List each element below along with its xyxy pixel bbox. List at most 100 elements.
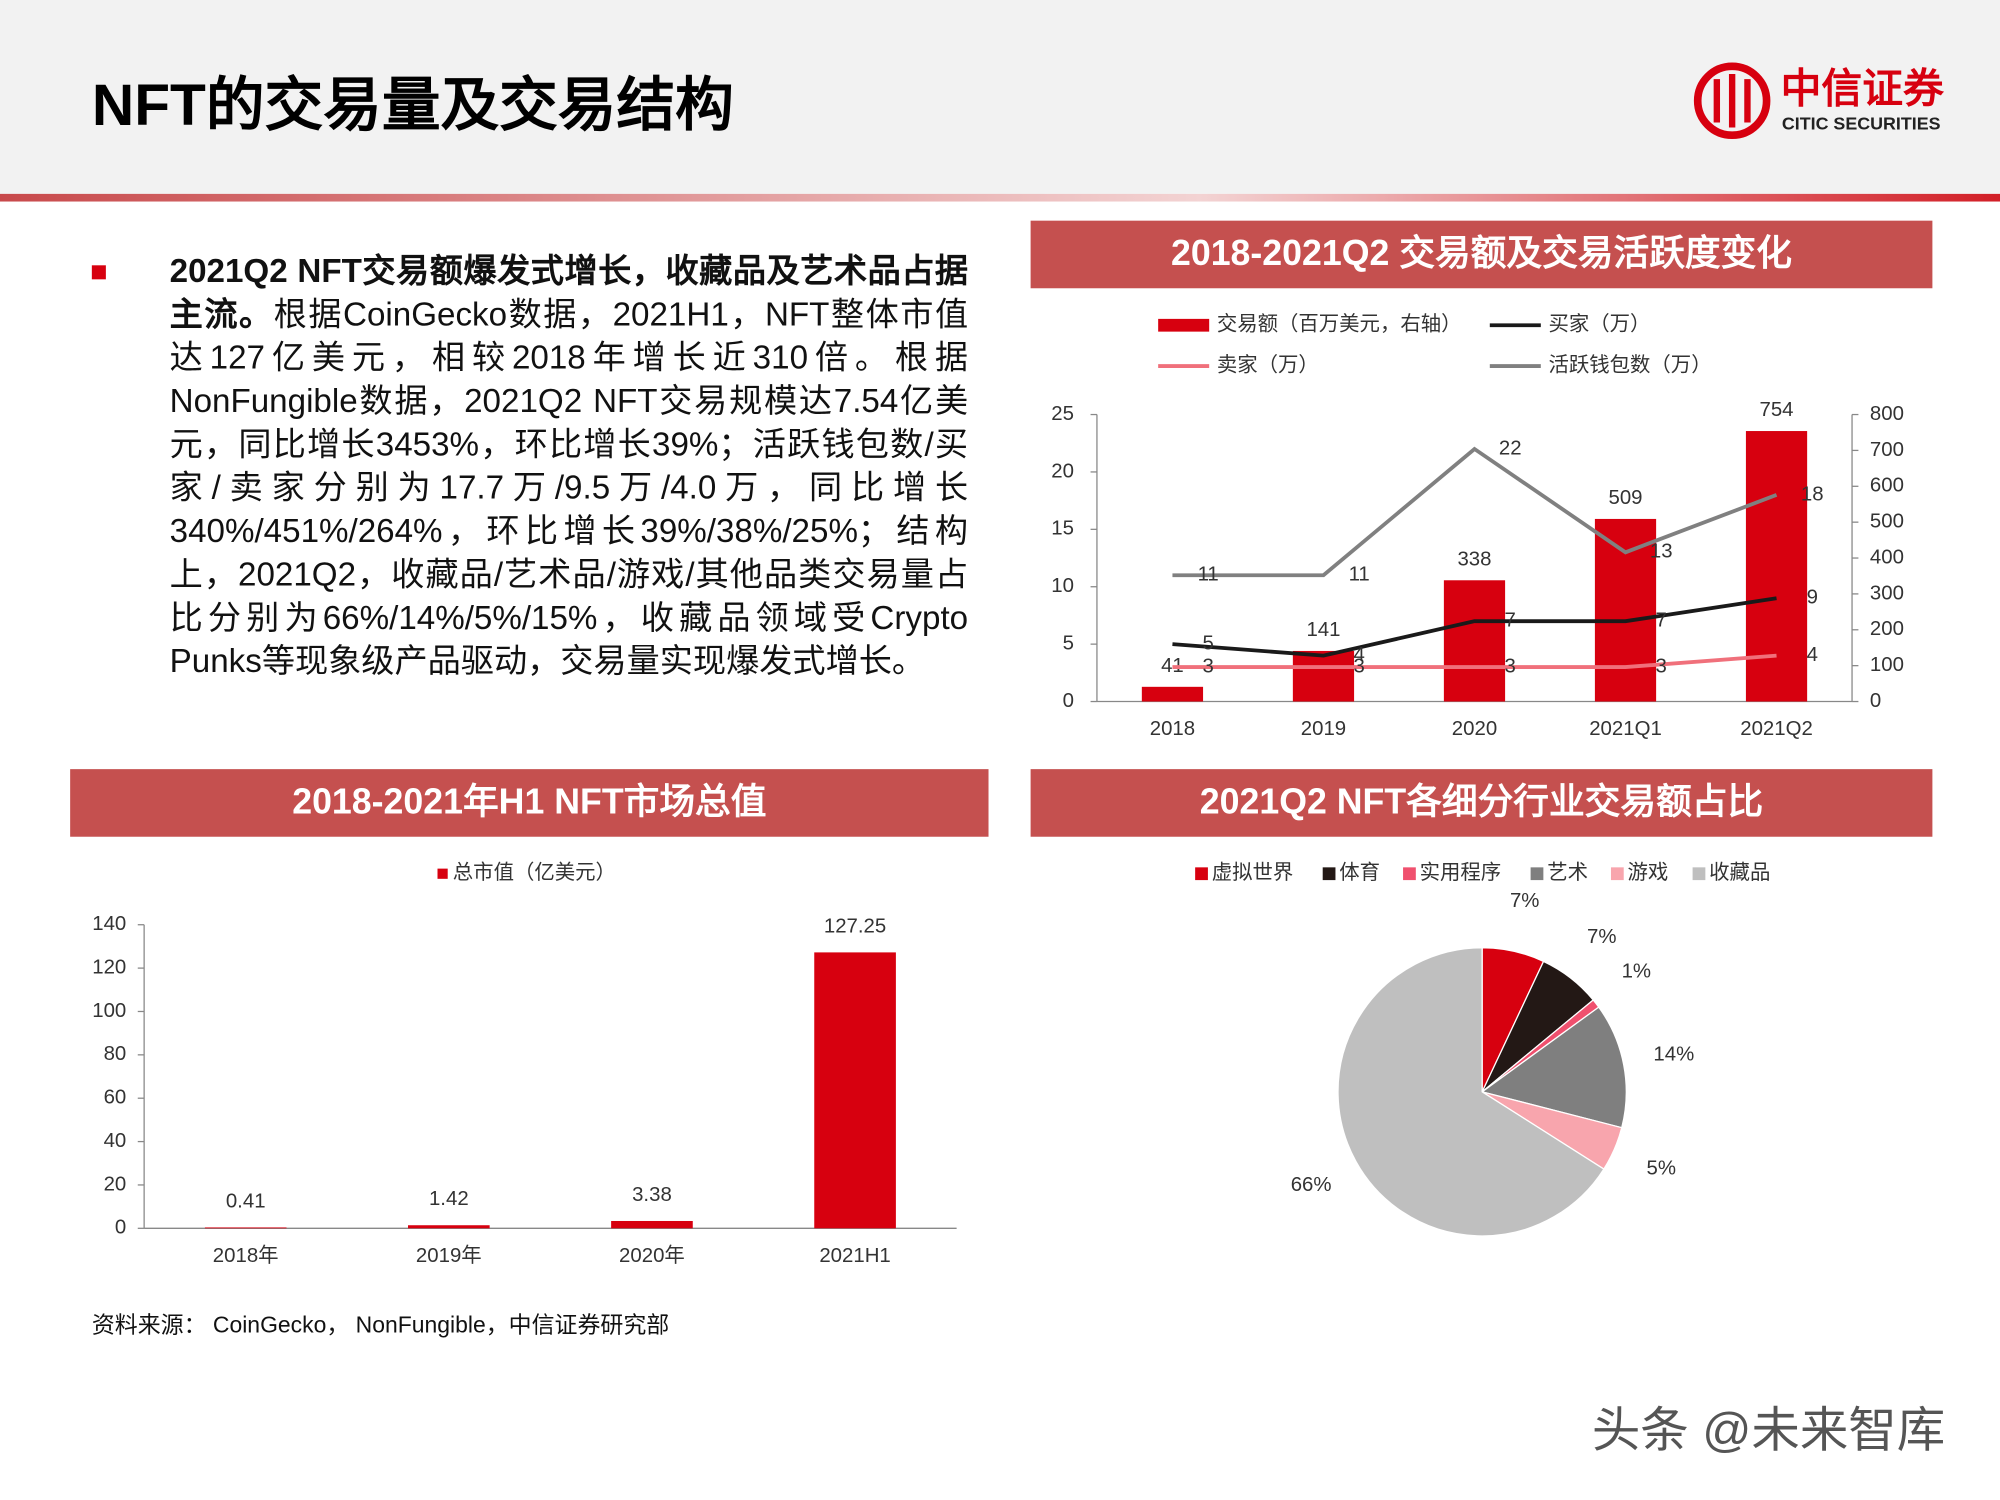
legend-swatch	[1322, 867, 1336, 881]
point-label: 3	[1505, 655, 1516, 677]
bar	[204, 1227, 287, 1229]
point-label: 3	[1202, 655, 1213, 677]
logo-mark	[1713, 73, 1751, 128]
bullet-text: 2021Q2 NFT交易额爆发式增长，收藏品及艺术品占据主流。根据CoinGec…	[170, 249, 968, 683]
bar	[408, 1225, 490, 1229]
y2-tick-label: 700	[1870, 439, 1904, 461]
y-tick-label: 80	[104, 1043, 127, 1065]
legend-label: 总市值（亿美元）	[453, 861, 616, 884]
y2-tick-label: 500	[1870, 511, 1904, 533]
legend-label: 实用程序	[1420, 861, 1502, 884]
point-label: 9	[1807, 587, 1818, 609]
point-label: 11	[1349, 564, 1370, 586]
y-tick-label: 100	[92, 1000, 126, 1022]
point-label: 5	[1202, 633, 1213, 655]
y-tick-label: 0	[115, 1217, 126, 1239]
slice-label: 5%	[1647, 1158, 1676, 1180]
bar-label: 141	[1306, 619, 1340, 641]
y2-tick-label: 200	[1870, 618, 1904, 640]
legend-label: 活跃钱包数（万）	[1548, 353, 1711, 376]
bar	[814, 952, 896, 1229]
pie-slice	[1337, 947, 1605, 1237]
legend-swatch	[1610, 867, 1624, 881]
y2-tick-label: 0	[1870, 690, 1881, 712]
section-banner	[1030, 220, 1933, 289]
point-label: 7	[1656, 610, 1667, 632]
header-rule	[0, 193, 2000, 202]
y-tick-label: 15	[1051, 518, 1074, 540]
bullet-body: 根据CoinGecko数据，2021H1，NFT整体市值达127亿美元，相较20…	[169, 294, 969, 680]
legend-swatch	[1692, 867, 1706, 881]
y-tick-label: 20	[104, 1173, 127, 1195]
x-tick-label: 2019	[1301, 718, 1346, 740]
y-tick-label: 140	[92, 913, 126, 935]
bar	[611, 1220, 693, 1229]
legend-swatch	[1530, 867, 1544, 881]
y2-tick-label: 300	[1870, 582, 1904, 604]
line	[1172, 653, 1777, 670]
y2-tick-label: 400	[1870, 546, 1904, 568]
point-label: 4	[1807, 644, 1818, 666]
x-tick-label: 2018年	[213, 1244, 279, 1267]
source-note: 资料来源： CoinGecko， NonFungible，中信证券研究部	[92, 1312, 669, 1338]
legend-label: 艺术	[1547, 861, 1588, 884]
slice-label: 7%	[1587, 926, 1616, 948]
bar-label: 127.25	[824, 915, 886, 937]
x-tick-label: 2019年	[416, 1244, 482, 1267]
line	[1172, 596, 1777, 658]
header-bg	[0, 0, 2000, 194]
x-tick-label: 2020年	[619, 1244, 685, 1267]
bar	[1443, 580, 1506, 702]
slice-label: 1%	[1622, 961, 1651, 983]
logo-text: CITIC SECURITIES	[1782, 114, 1941, 134]
y-tick-label: 10	[1051, 575, 1074, 597]
slice-label: 7%	[1510, 890, 1539, 912]
point-label: 11	[1198, 564, 1219, 586]
legend-label: 交易额（百万美元，右轴）	[1217, 313, 1462, 336]
point-label: 3	[1354, 655, 1365, 677]
watermark: 头条 @未来智库	[1592, 1403, 1945, 1457]
x-tick-label: 2021Q2	[1740, 718, 1813, 740]
line	[1172, 446, 1778, 578]
point-label: 22	[1499, 437, 1522, 459]
bar-label: 509	[1608, 487, 1642, 509]
y2-tick-label: 800	[1870, 403, 1904, 425]
legend-swatch	[1195, 867, 1208, 881]
bullet-lead: 2021Q2 NFT交易额爆发式增长，收藏品及艺术品占据主流。	[169, 251, 969, 333]
chart-title: 2018-2021Q2 交易额及交易活跃度变化	[1171, 233, 1792, 273]
legend-label: 收藏品	[1709, 861, 1770, 884]
y-tick-label: 40	[104, 1130, 127, 1152]
legend-label: 体育	[1339, 861, 1380, 884]
section-banner	[70, 769, 989, 837]
bar-label: 3.38	[632, 1184, 672, 1206]
pie-slice	[1480, 1006, 1627, 1129]
bar	[1141, 686, 1204, 702]
bar-label: 338	[1457, 548, 1491, 570]
y-tick-label: 0	[1063, 690, 1074, 712]
y2-tick-label: 600	[1870, 475, 1904, 497]
x-tick-label: 2020	[1452, 718, 1497, 740]
bar	[1292, 650, 1355, 702]
slice-label: 14%	[1653, 1044, 1694, 1066]
page-title: NFT的交易量及交易结构	[92, 73, 734, 138]
slice-label: 66%	[1291, 1174, 1332, 1196]
bullet-marker	[91, 265, 106, 280]
x-tick-label: 2021Q1	[1589, 718, 1662, 740]
point-label: 3	[1656, 655, 1667, 677]
bar-label: 754	[1760, 399, 1794, 421]
legend-swatch	[1403, 867, 1416, 881]
y-tick-label: 60	[104, 1087, 127, 1109]
legend-label: 虚拟世界	[1212, 861, 1294, 884]
x-tick-label: 2018	[1150, 718, 1195, 740]
legend-swatch	[1158, 318, 1210, 332]
bar-label: 0.41	[226, 1190, 266, 1212]
point-label: 4	[1354, 644, 1365, 666]
y-tick-label: 5	[1063, 633, 1074, 655]
logo-text: 中信证券	[1781, 66, 1945, 112]
x-tick-label: 2021H1	[819, 1245, 890, 1267]
bar	[1745, 431, 1808, 702]
section-banner	[1030, 769, 1933, 837]
